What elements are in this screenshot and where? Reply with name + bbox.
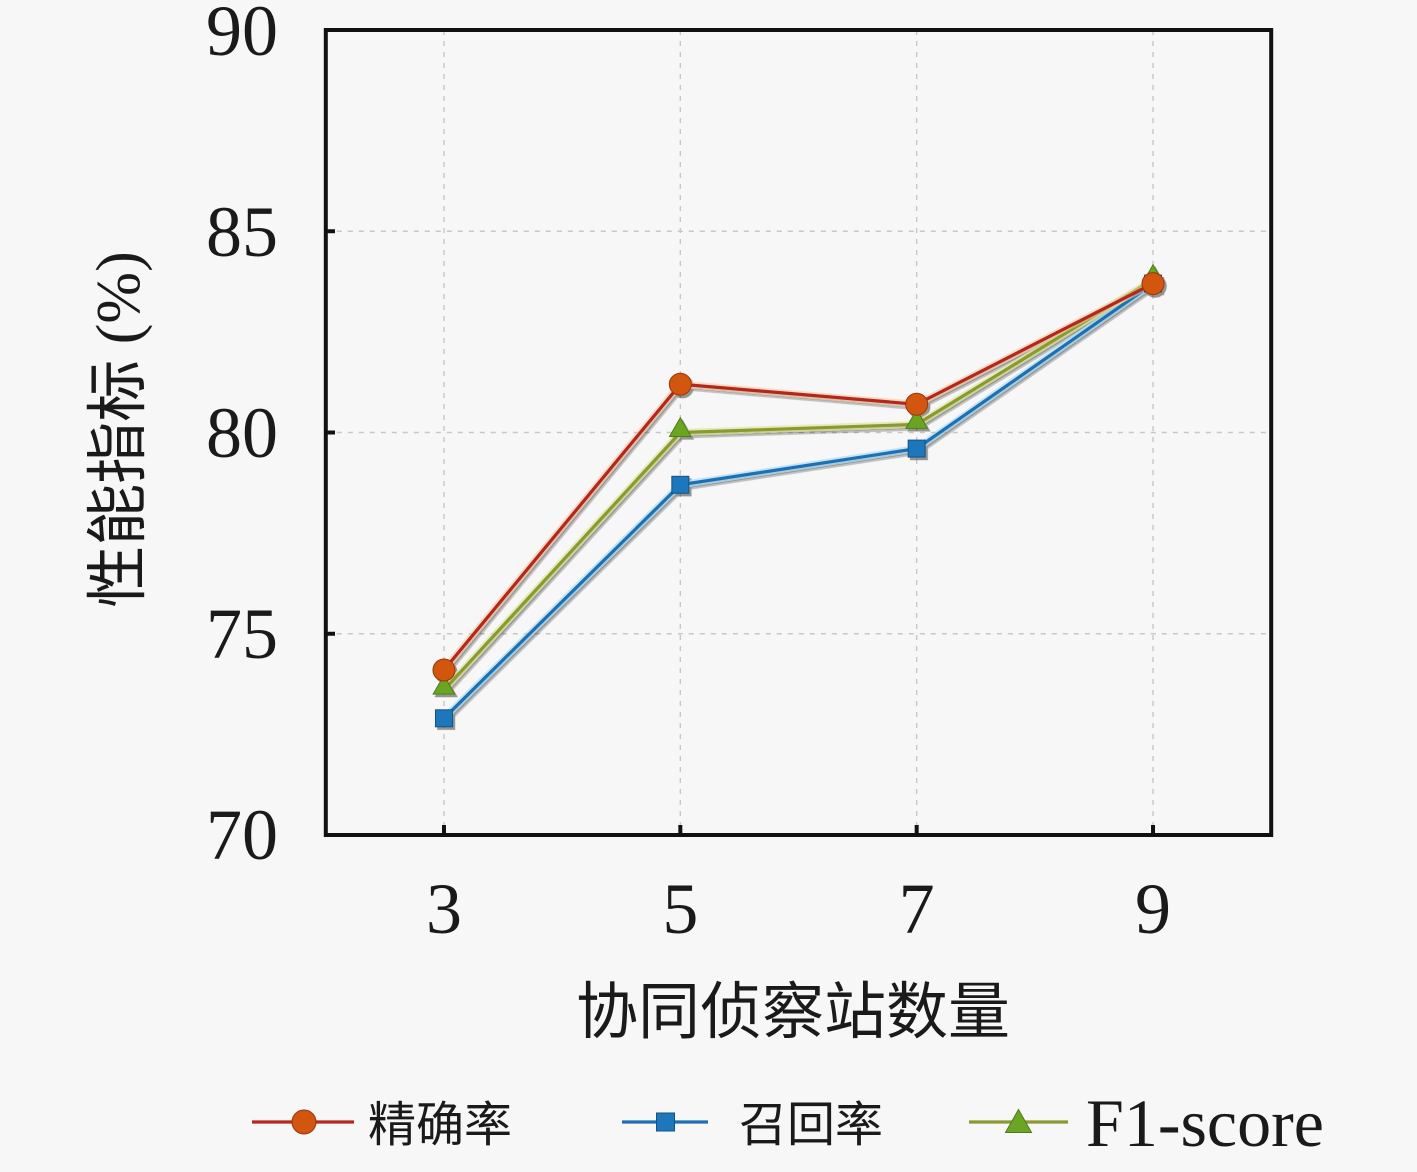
svg-text:协同侦察站数量: 协同侦察站数量 [576, 979, 1010, 1047]
svg-text:5: 5 [662, 869, 698, 949]
svg-text:性能指标 (%): 性能指标 (%) [85, 251, 153, 607]
svg-text:90: 90 [206, 0, 278, 71]
svg-text:85: 85 [206, 192, 278, 272]
svg-text:F1-score: F1-score [1086, 1085, 1324, 1161]
svg-text:75: 75 [206, 594, 278, 674]
svg-text:召回率: 召回率 [739, 1099, 883, 1152]
svg-text:精确率: 精确率 [368, 1099, 512, 1152]
svg-text:3: 3 [426, 869, 462, 949]
svg-text:9: 9 [1135, 869, 1171, 949]
svg-text:70: 70 [206, 795, 278, 875]
svg-text:7: 7 [899, 869, 935, 949]
svg-text:80: 80 [206, 393, 278, 473]
